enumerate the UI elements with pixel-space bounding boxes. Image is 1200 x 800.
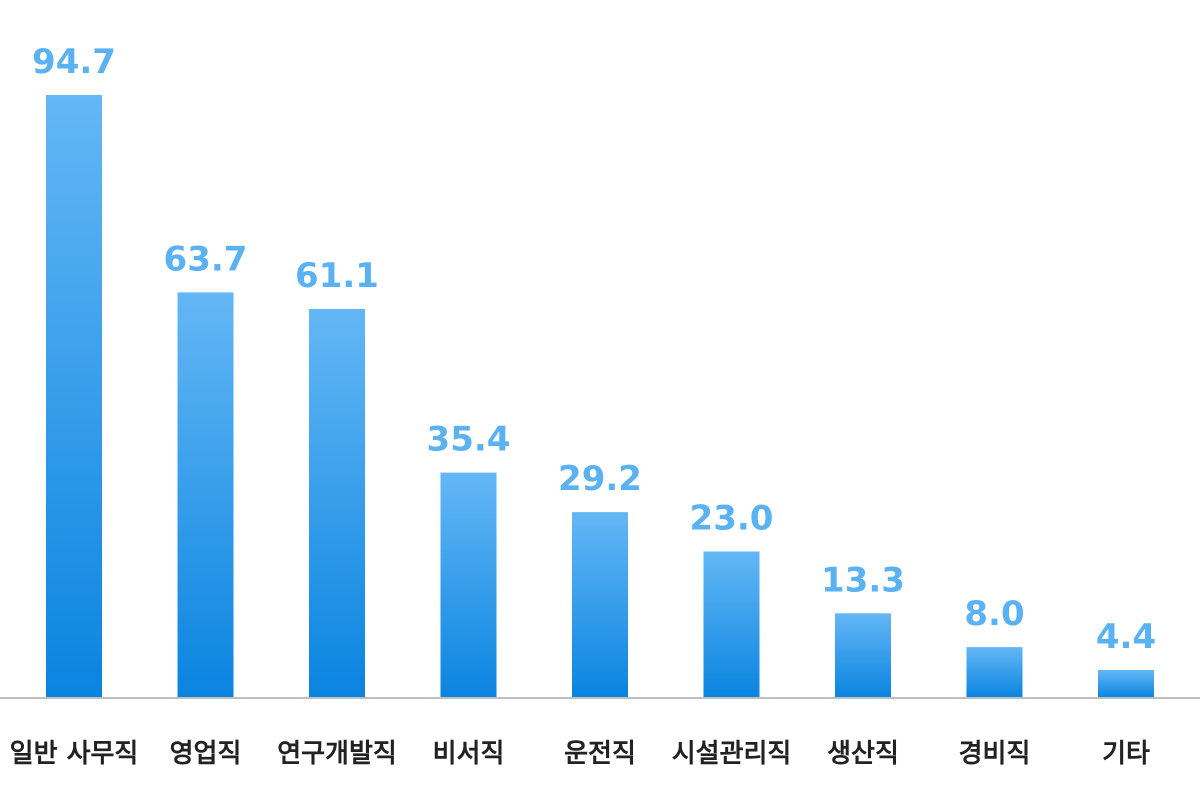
category-label-2: 영업직 — [170, 739, 242, 769]
bar-6 — [703, 551, 760, 698]
value-label-8: 8.0 — [964, 594, 1024, 634]
value-label-2: 63.7 — [164, 239, 248, 279]
value-label-9: 4.4 — [1096, 617, 1156, 657]
category-label-7: 생산직 — [827, 739, 899, 769]
value-label-3: 61.1 — [295, 256, 379, 296]
bar-4 — [440, 472, 497, 698]
bar-5 — [572, 512, 628, 698]
category-label-1: 일반 사무직 — [10, 739, 139, 769]
value-labels-group: 94.7 63.7 61.1 35.4 29.2 23.0 13.3 8.0 4.4 — [32, 42, 1156, 657]
value-label-7: 13.3 — [821, 560, 905, 600]
bar-2 — [177, 292, 234, 698]
category-labels-group: 일반 사무직 영업직 연구개발직 비서직 운전직 시설관리직 생산직 경비직 기타 — [10, 739, 1150, 769]
bars-group — [46, 95, 1154, 698]
category-label-4: 비서직 — [433, 739, 505, 769]
value-label-1: 94.7 — [32, 42, 116, 82]
category-label-8: 경비직 — [959, 739, 1031, 769]
bar-9 — [1098, 670, 1154, 698]
value-label-5: 29.2 — [558, 459, 642, 499]
value-label-6: 23.0 — [690, 499, 774, 539]
value-label-4: 35.4 — [427, 420, 511, 460]
category-label-9: 기타 — [1102, 739, 1150, 769]
category-label-5: 운전직 — [564, 739, 636, 769]
bar-3 — [309, 308, 365, 698]
category-label-6: 시설관리직 — [672, 739, 792, 769]
bar-8 — [966, 647, 1023, 698]
bar-7 — [835, 613, 891, 698]
category-label-3: 연구개발직 — [277, 739, 397, 769]
bar-1 — [46, 95, 102, 698]
